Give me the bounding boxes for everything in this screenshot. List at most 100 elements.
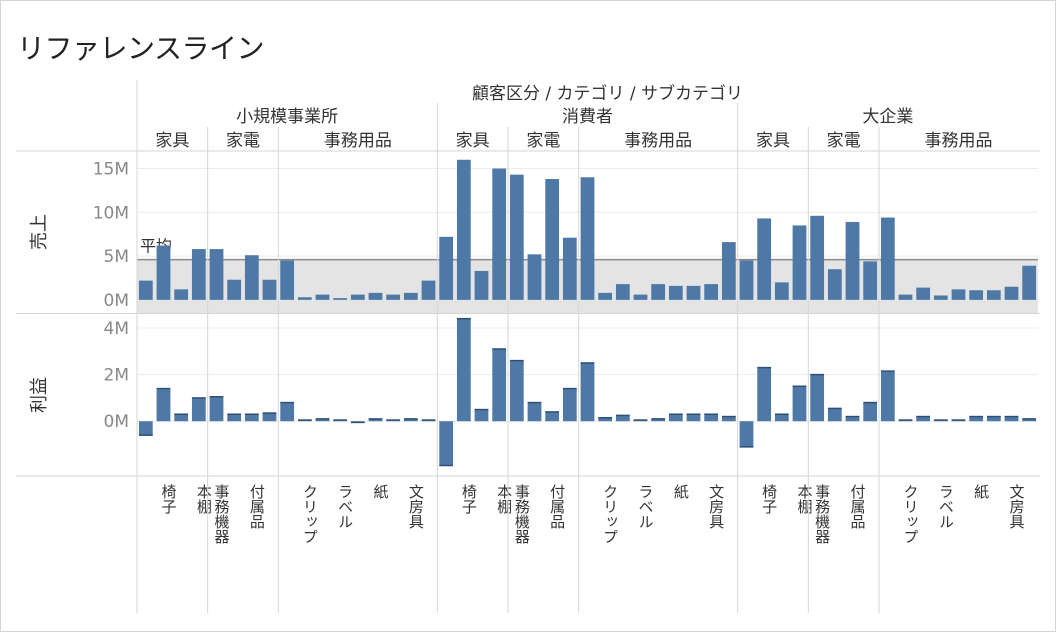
subcategory-label: 付属品 [548, 484, 566, 529]
profit-bar [562, 388, 577, 422]
sales-bar [509, 174, 524, 300]
profit-bar [845, 416, 860, 422]
sales-bar [174, 289, 189, 300]
subcategory-label: 椅子 [160, 484, 178, 514]
category-header: 家具 [456, 131, 490, 151]
profit-bar [527, 402, 542, 422]
sales-bar [739, 260, 754, 300]
profit-bar [315, 418, 330, 422]
segment-header: 大企業 [862, 107, 913, 127]
category-header: 家電 [226, 131, 260, 151]
pane-axis-title: 売上 [29, 214, 50, 250]
subcategory-label: ラベル [336, 484, 354, 529]
sales-bar [633, 294, 648, 300]
sales-bar [1004, 286, 1019, 300]
column-header: 顧客区分 / カテゴリ / サブカテゴリ [472, 83, 743, 104]
profit-bar [1004, 416, 1019, 422]
profit-bar [1022, 418, 1037, 422]
sales-bar [527, 254, 542, 300]
subcategory-label: 付属品 [849, 484, 867, 529]
category-header: 事務用品 [925, 131, 993, 151]
profit-bar [474, 409, 489, 422]
y-tick-label: 5M [104, 247, 129, 267]
profit-bar [721, 416, 736, 422]
sales-bar [403, 292, 418, 300]
subcategory-label: 本棚 [195, 484, 213, 514]
subcategory-label: 付属品 [248, 484, 266, 529]
subcategory-label: クリップ [301, 484, 319, 544]
profit-bar [545, 411, 560, 422]
profit-bar [227, 414, 242, 422]
profit-bar [156, 388, 171, 422]
profit-bar [651, 418, 666, 422]
profit-bar [757, 367, 772, 422]
profit-bar [191, 397, 206, 422]
sales-bar [845, 221, 860, 300]
profit-bar [138, 421, 153, 436]
segment-header: 小規模事業所 [236, 107, 338, 127]
profit-bar [368, 418, 383, 422]
y-tick-label: 0M [104, 412, 129, 432]
profit-bar [174, 414, 189, 422]
segment-header: 消費者 [562, 107, 613, 127]
sales-bar [474, 270, 489, 300]
sales-bar [333, 298, 348, 300]
sales-bar [315, 294, 330, 300]
sales-bar [880, 217, 895, 300]
subcategory-label: ラベル [637, 484, 655, 529]
profit-bar [792, 386, 807, 422]
sales-bar [492, 168, 507, 300]
profit-bar [403, 418, 418, 422]
subcategory-label: 事務機器 [513, 484, 531, 544]
profit-bar [827, 408, 842, 422]
sales-bar [580, 177, 595, 300]
sales-bar [951, 289, 966, 300]
subcategory-label: クリップ [601, 484, 619, 544]
profit-bar [863, 402, 878, 422]
sales-bar [615, 284, 630, 300]
profit-bar [668, 414, 683, 422]
subcategory-label: 本棚 [796, 484, 814, 514]
profit-bar [209, 396, 224, 422]
sales-bar [757, 218, 772, 300]
subcategory-label: クリップ [902, 484, 920, 544]
sales-bar [898, 294, 913, 300]
profit-bar [598, 417, 613, 422]
sales-bar [916, 287, 931, 300]
y-tick-label: 15M [93, 160, 129, 180]
y-tick-label: 10M [93, 203, 129, 223]
subcategory-label: 事務機器 [213, 484, 231, 544]
sales-bar [986, 290, 1001, 300]
sales-bar [1022, 265, 1037, 300]
category-header: 家具 [756, 131, 790, 151]
profit-bar [704, 414, 719, 422]
profit-bar [810, 374, 825, 422]
sales-bar [651, 284, 666, 300]
chart-title: リファレンスライン [17, 32, 264, 65]
sales-bar [774, 282, 789, 300]
profit-bar [615, 415, 630, 422]
subcategory-label: 本棚 [495, 484, 513, 514]
sales-bar [686, 285, 701, 300]
sales-bar [933, 295, 948, 300]
y-tick-label: 2M [104, 366, 129, 386]
sales-bar [350, 294, 365, 300]
category-header: 事務用品 [624, 131, 692, 151]
sales-bar [421, 280, 436, 300]
sales-bar [562, 237, 577, 300]
subcategory-label: 文房具 [407, 484, 425, 529]
profit-bar [244, 414, 259, 422]
subcategory-label: 椅子 [760, 484, 778, 514]
profit-bar [280, 402, 295, 422]
subcategory-label: ラベル [937, 484, 955, 529]
category-header: 家電 [526, 131, 560, 151]
sales-bar [721, 242, 736, 300]
sales-bar [969, 290, 984, 300]
y-tick-label: 0M [104, 291, 129, 311]
sales-bar [704, 284, 719, 300]
sales-bar [209, 249, 224, 300]
subcategory-label: 紙 [372, 484, 390, 500]
sales-bar [386, 294, 401, 300]
sales-bar [227, 279, 242, 300]
